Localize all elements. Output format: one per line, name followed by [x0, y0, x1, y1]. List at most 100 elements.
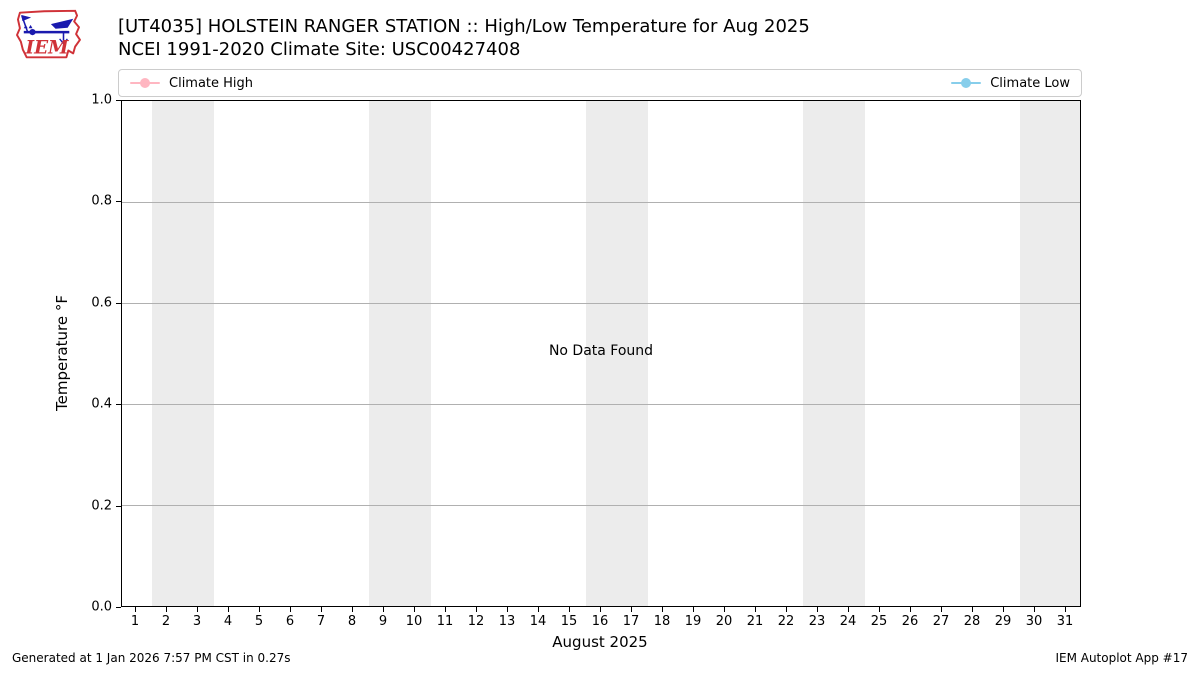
x-axis-tick [1003, 607, 1004, 612]
weekend-band [1019, 101, 1080, 606]
weekend-band [802, 101, 865, 606]
x-tick-label: 31 [1056, 614, 1074, 629]
x-axis-tick [228, 607, 229, 612]
x-tick-label: 21 [746, 614, 764, 629]
generated-timestamp: Generated at 1 Jan 2026 7:57 PM CST in 0… [12, 651, 291, 665]
x-tick-label: 2 [161, 614, 171, 629]
x-axis-tick [352, 607, 353, 612]
iowa-outline-icon [16, 9, 81, 59]
x-tick-label: 9 [378, 614, 388, 629]
x-tick-label: 6 [285, 614, 295, 629]
x-tick-label: 17 [622, 614, 640, 629]
no-data-message: No Data Found [548, 343, 654, 359]
legend-item-climate-low: Climate Low [951, 76, 1070, 91]
x-axis-tick [538, 607, 539, 612]
x-axis-tick [1034, 607, 1035, 612]
x-tick-label: 3 [192, 614, 202, 629]
y-tick-label: 1.0 [91, 92, 112, 108]
x-tick-label: 1 [130, 614, 140, 629]
title-block: [UT4035] HOLSTEIN RANGER STATION :: High… [118, 15, 810, 61]
marker-dot [140, 78, 150, 88]
gridline [122, 202, 1080, 203]
climate-high-marker-icon [130, 77, 160, 89]
x-axis-tick [383, 607, 384, 612]
x-axis-tick [941, 607, 942, 612]
x-axis-tick [321, 607, 322, 612]
gridline [122, 303, 1080, 304]
x-axis-tick [817, 607, 818, 612]
weekend-band [368, 101, 431, 606]
x-tick-label: 13 [498, 614, 516, 629]
legend: Climate High Climate Low [118, 69, 1082, 97]
x-axis-tick [135, 607, 136, 612]
weekend-band [585, 101, 648, 606]
legend-label: Climate High [169, 75, 254, 91]
x-tick-label: 25 [870, 614, 888, 629]
x-tick-label: 26 [901, 614, 919, 629]
x-axis-tick [507, 607, 508, 612]
x-tick-label: 11 [436, 614, 454, 629]
y-axis-label: Temperature °F [53, 295, 71, 411]
chart-title: [UT4035] HOLSTEIN RANGER STATION :: High… [118, 16, 810, 37]
x-tick-label: 22 [777, 614, 795, 629]
x-tick-label: 27 [932, 614, 950, 629]
x-axis-tick [755, 607, 756, 612]
weather-vane-icon [21, 14, 74, 45]
x-axis-tick [166, 607, 167, 612]
x-axis-tick [848, 607, 849, 612]
x-tick-label: 12 [467, 614, 485, 629]
y-axis-tick [116, 303, 121, 304]
x-tick-label: 5 [254, 614, 264, 629]
weekend-band [151, 101, 214, 606]
y-axis-tick [116, 506, 121, 507]
x-axis-tick [786, 607, 787, 612]
climate-low-marker-icon [951, 77, 982, 89]
x-axis-tick [631, 607, 632, 612]
logo-text: IEM [25, 37, 70, 58]
x-tick-label: 23 [808, 614, 826, 629]
x-tick-label: 28 [963, 614, 981, 629]
x-axis-tick [693, 607, 694, 612]
y-axis-tick [116, 100, 121, 101]
y-tick-label: 0.4 [91, 396, 112, 412]
marker-dot [961, 78, 972, 88]
y-tick-label: 0.0 [91, 599, 112, 615]
x-axis-tick [600, 607, 601, 612]
y-tick-label: 0.8 [91, 193, 112, 209]
x-tick-label: 20 [715, 614, 733, 629]
y-axis-tick [116, 201, 121, 202]
x-axis-tick [910, 607, 911, 612]
y-tick-label: 0.6 [91, 295, 112, 311]
x-tick-label: 16 [591, 614, 609, 629]
x-tick-label: 18 [653, 614, 671, 629]
x-tick-label: 30 [1025, 614, 1043, 629]
x-tick-label: 4 [223, 614, 233, 629]
x-axis-label: August 2025 [552, 633, 648, 651]
x-tick-label: 10 [405, 614, 423, 629]
x-tick-label: 24 [839, 614, 857, 629]
x-axis-tick [724, 607, 725, 612]
gridline [122, 505, 1080, 506]
x-axis-tick [290, 607, 291, 612]
x-tick-label: 19 [684, 614, 702, 629]
chart-subtitle: NCEI 1991-2020 Climate Site: USC00427408 [118, 39, 521, 60]
x-tick-label: 15 [560, 614, 578, 629]
y-axis-tick [116, 607, 121, 608]
x-tick-label: 7 [316, 614, 326, 629]
x-axis-tick [414, 607, 415, 612]
app-credit: IEM Autoplot App #17 [1055, 651, 1188, 665]
y-tick-label: 0.2 [91, 498, 112, 514]
iem-logo: IEM [16, 9, 81, 59]
gridline [122, 404, 1080, 405]
x-axis-tick [445, 607, 446, 612]
x-axis-tick [569, 607, 570, 612]
x-axis-tick [1065, 607, 1066, 612]
x-axis-tick [879, 607, 880, 612]
x-tick-label: 8 [347, 614, 357, 629]
x-axis-tick [662, 607, 663, 612]
x-tick-label: 29 [994, 614, 1012, 629]
x-axis-tick [972, 607, 973, 612]
x-axis-tick [197, 607, 198, 612]
x-axis-tick [476, 607, 477, 612]
